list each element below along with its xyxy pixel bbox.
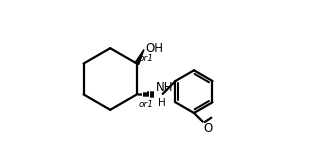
Text: or1: or1 (138, 100, 153, 109)
Text: O: O (204, 122, 213, 135)
Text: or1: or1 (138, 54, 153, 63)
Polygon shape (135, 49, 144, 64)
Text: H: H (158, 98, 166, 108)
Text: OH: OH (146, 42, 164, 55)
Text: NH: NH (156, 81, 173, 94)
